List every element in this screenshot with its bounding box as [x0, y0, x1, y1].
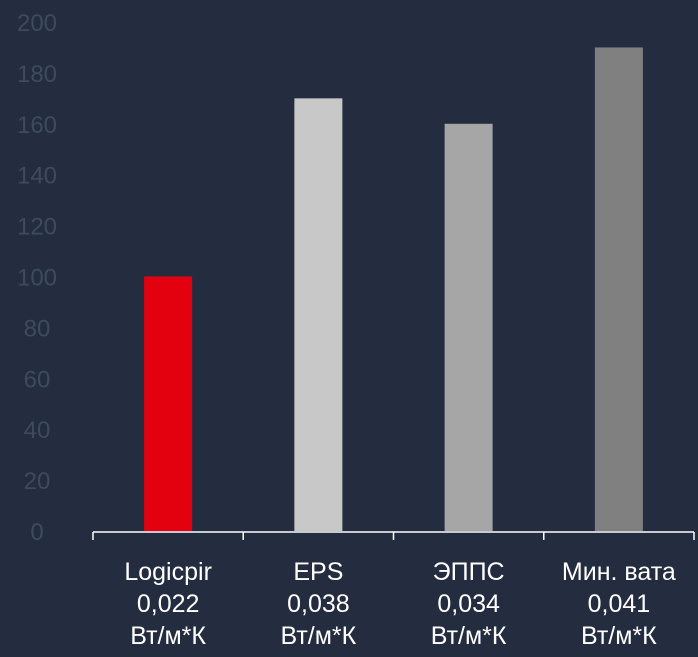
x-category-label: ЭППС 0,034 Вт/м*К: [431, 558, 507, 650]
x-category-label: Logicpir 0,022 Вт/м*К: [124, 558, 212, 650]
x-category-label-line: Logicpir: [124, 558, 212, 586]
x-category-label-line: Вт/м*К: [581, 622, 657, 650]
x-category-label-line: 0,034: [437, 590, 500, 618]
y-tick-label: 60: [24, 366, 51, 393]
x-category-label: Мин. вата 0,041 Вт/м*К: [562, 558, 676, 650]
x-category-label-line: Вт/м*К: [431, 622, 507, 650]
y-tick-label: 100: [17, 265, 57, 292]
bars: [144, 47, 643, 532]
x-axis-labels: Logicpir 0,022 Вт/м*К EPS 0,038 Вт/м*К ЭППС 0,0…: [124, 558, 676, 650]
x-category-label-line: Мин. вата: [562, 558, 676, 586]
bar: [444, 123, 493, 532]
x-category-label-line: Вт/м*К: [130, 622, 206, 650]
y-tick-label: 0: [30, 519, 43, 546]
x-category-label-line: 0,041: [588, 590, 651, 618]
y-tick-label: 80: [24, 315, 51, 342]
y-tick-label: 140: [17, 163, 57, 190]
x-category-label-line: EPS: [293, 558, 343, 586]
x-axis: [92, 531, 695, 540]
y-tick-label: 180: [17, 61, 57, 88]
x-category-label-line: 0,038: [287, 590, 350, 618]
y-axis-ticks: 0 20 40 60 80 100 120 140 160 180 200: [17, 10, 57, 546]
y-tick-label: 160: [17, 112, 57, 139]
x-category-label-line: Вт/м*К: [281, 622, 357, 650]
y-tick-label: 40: [24, 417, 51, 444]
bar: [144, 276, 193, 531]
y-tick-label: 20: [24, 468, 51, 495]
x-category-label: EPS 0,038 Вт/м*К: [281, 558, 357, 650]
x-category-label-line: ЭППС: [433, 558, 505, 586]
bar: [594, 47, 643, 531]
x-category-label-line: 0,022: [137, 590, 200, 618]
bar: [294, 98, 343, 531]
y-tick-label: 120: [17, 214, 57, 241]
y-tick-label: 200: [17, 10, 57, 37]
